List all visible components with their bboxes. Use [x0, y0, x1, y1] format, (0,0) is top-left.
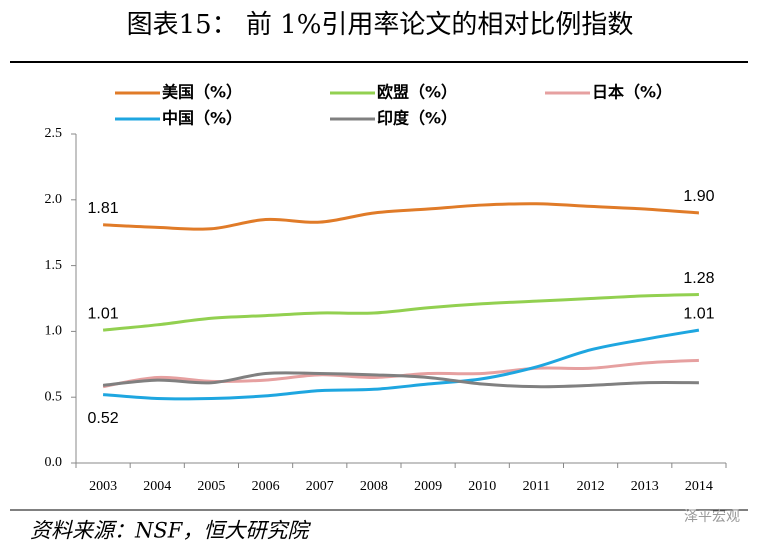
x-tick-label: 2011 [523, 479, 550, 494]
y-tick-label: 2.0 [45, 192, 63, 207]
data-label: 1.01 [683, 305, 714, 322]
x-tick-label: 2008 [360, 479, 388, 494]
x-tick-label: 2005 [197, 479, 225, 494]
x-tick-label: 2009 [414, 479, 442, 494]
legend-label: 欧盟（%） [377, 83, 457, 102]
data-label: 1.90 [683, 188, 714, 205]
data-label: 1.01 [88, 305, 119, 322]
x-tick-label: 2010 [468, 479, 496, 494]
legend-label: 日本（%） [592, 83, 672, 102]
x-tick-label: 2004 [143, 479, 171, 494]
y-tick-label: 0.0 [45, 455, 63, 470]
x-tick-label: 2012 [577, 479, 605, 494]
x-tick-label: 2014 [685, 479, 713, 494]
series-line [102, 293, 699, 332]
chart-title: 图表15： 前 1%引用率论文的相对比例指数 [127, 10, 634, 40]
data-label: 0.52 [88, 410, 119, 427]
data-label: 1.28 [683, 270, 714, 287]
legend-label: 美国（%） [162, 83, 242, 102]
data-label: 1.81 [88, 200, 119, 217]
y-tick-label: 2.5 [45, 126, 63, 141]
legend-label: 印度（%） [377, 109, 457, 128]
x-tick-label: 2007 [306, 479, 334, 494]
series-line [103, 202, 700, 231]
y-tick-label: 1.0 [45, 324, 63, 339]
source: 资料来源：NSF，恒大研究院 [30, 519, 311, 543]
x-tick-label: 2013 [631, 479, 659, 494]
series-line [102, 371, 699, 389]
series-line [102, 328, 700, 401]
y-tick-label: 1.5 [45, 258, 63, 273]
watermark: 泽平宏观 [684, 509, 740, 525]
y-tick-label: 0.5 [45, 389, 63, 404]
x-tick-label: 2003 [89, 479, 117, 494]
x-tick-label: 2006 [252, 479, 280, 494]
legend-label: 中国（%） [162, 109, 242, 128]
